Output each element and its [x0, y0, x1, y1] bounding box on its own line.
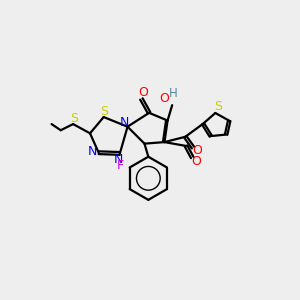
Text: N: N: [120, 116, 129, 129]
Text: S: S: [214, 100, 222, 113]
Text: O: O: [160, 92, 170, 105]
Text: O: O: [138, 86, 148, 99]
Text: S: S: [100, 105, 108, 118]
Text: H: H: [169, 87, 177, 100]
Text: N: N: [88, 146, 97, 158]
Text: S: S: [70, 112, 78, 125]
Text: O: O: [191, 155, 201, 168]
Text: O: O: [193, 144, 202, 157]
Text: N: N: [114, 153, 123, 166]
Text: F: F: [117, 160, 124, 172]
